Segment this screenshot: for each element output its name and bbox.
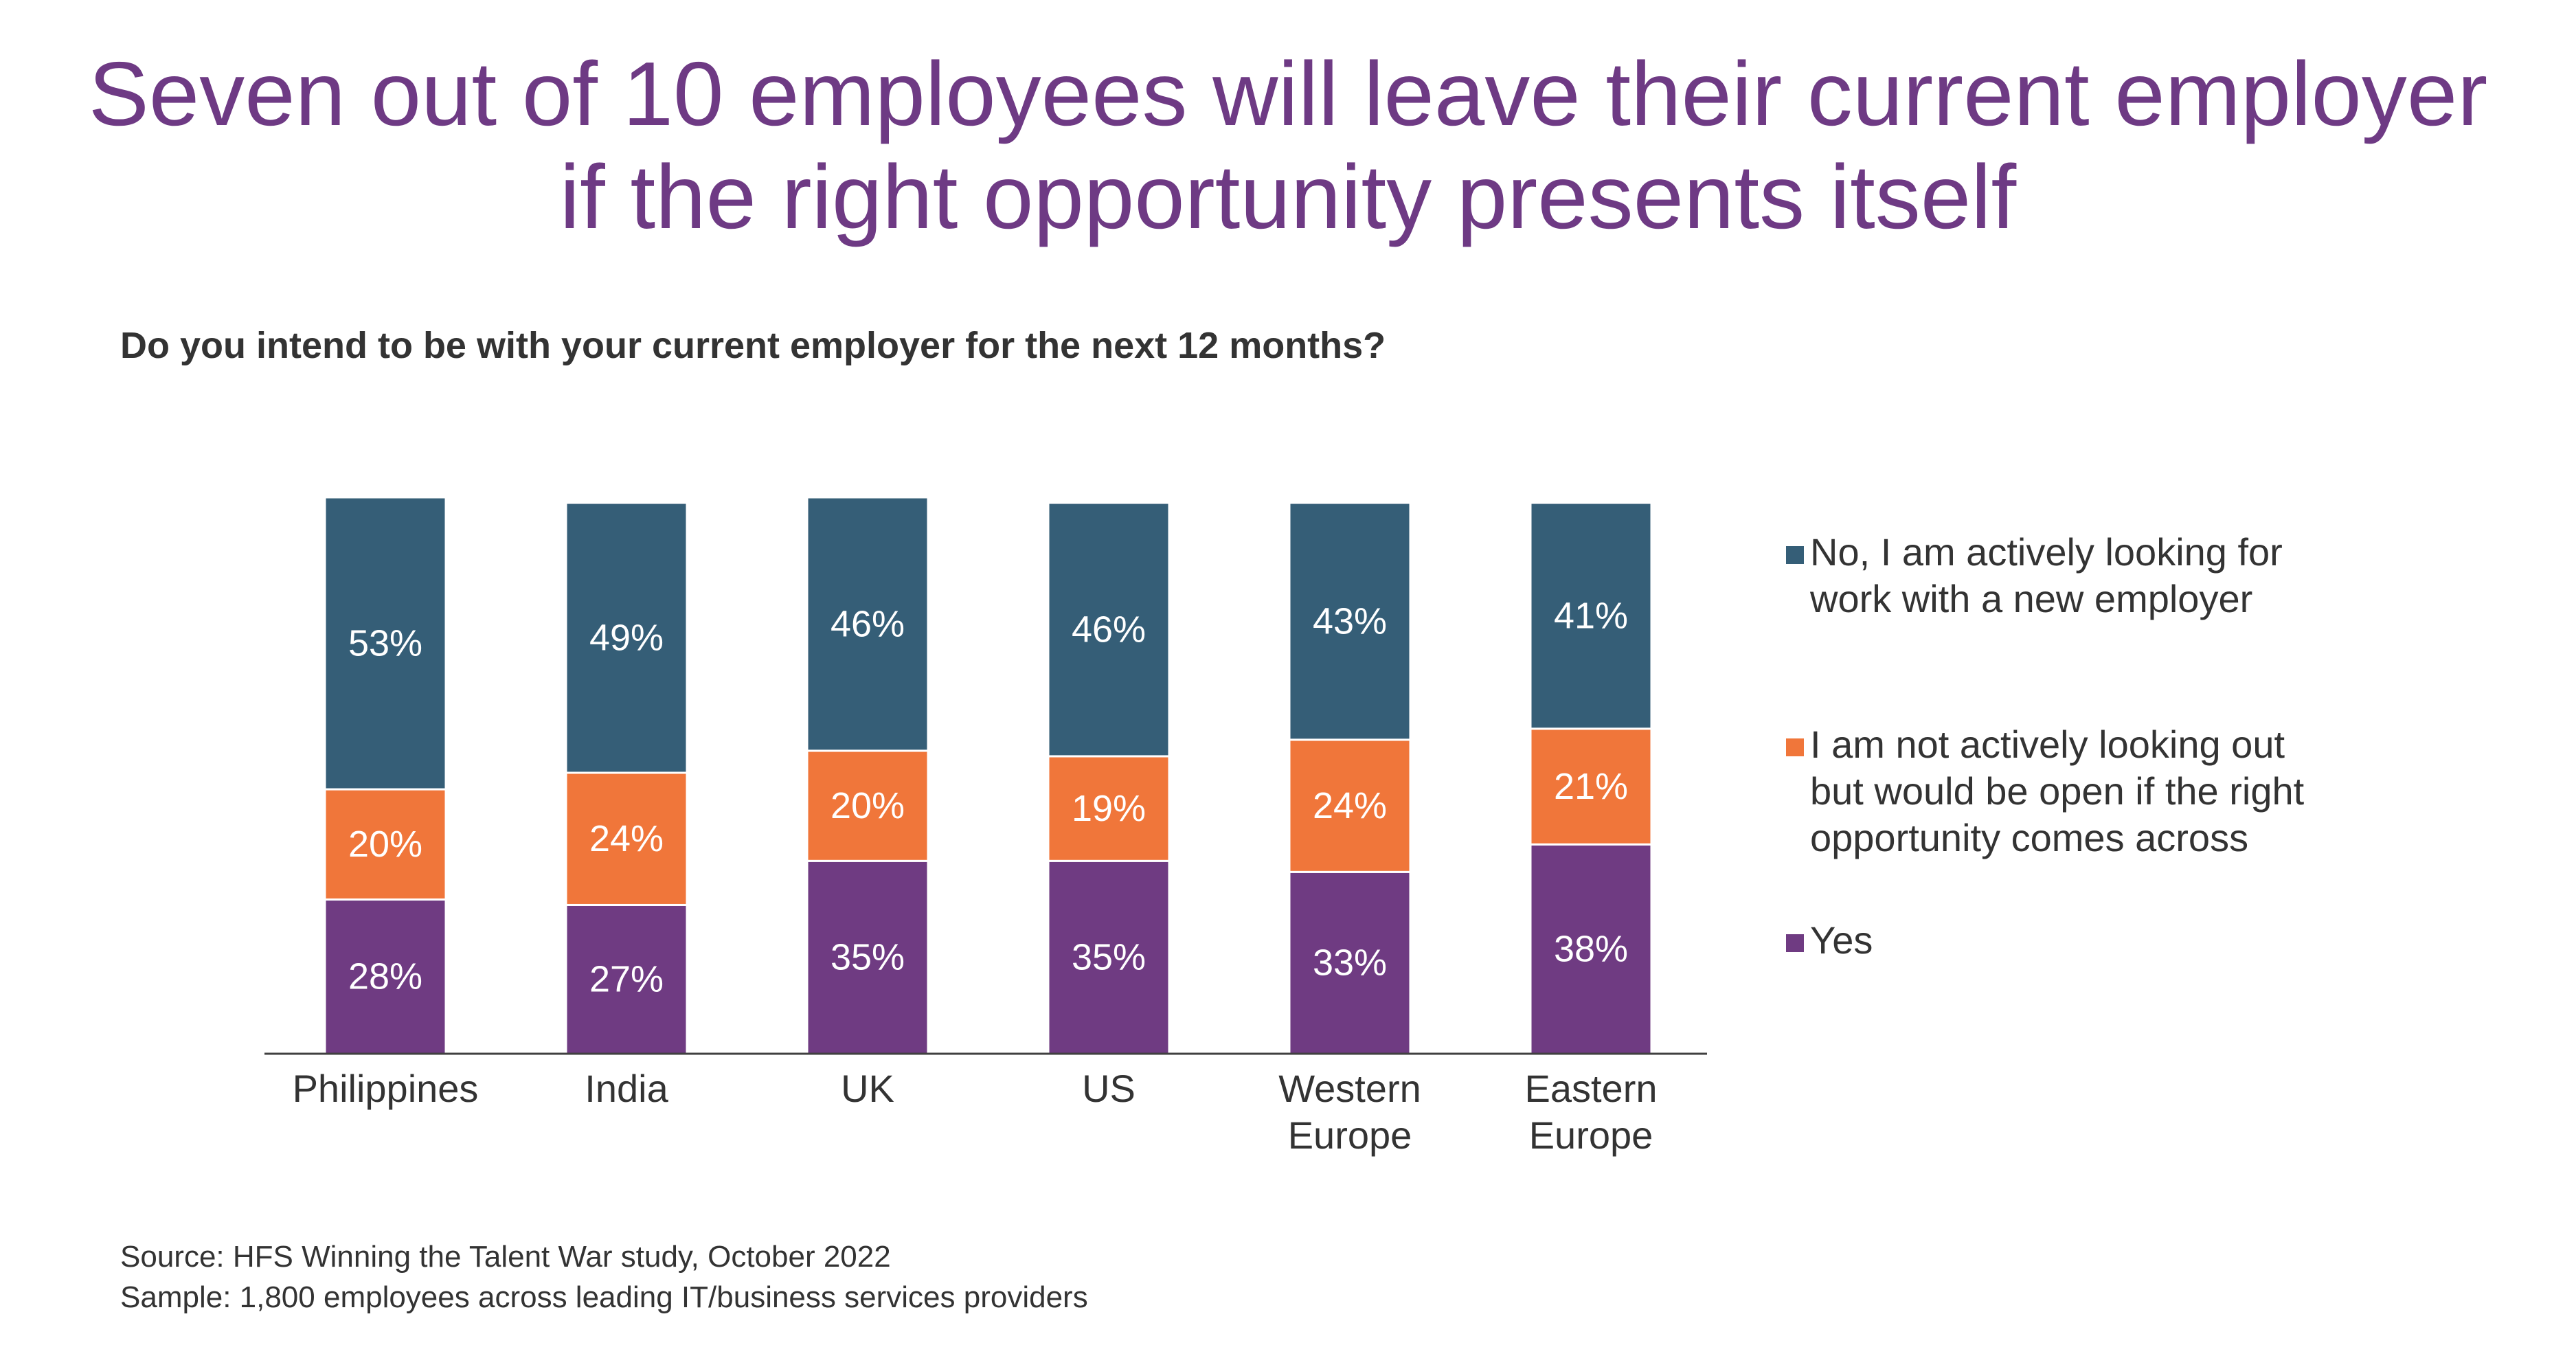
bar-open-1 — [565, 771, 688, 906]
x-tick-label-5-0: Eastern — [1525, 1067, 1658, 1110]
bar-yes-4 — [1288, 870, 1412, 1055]
data-label-looking-4: 43% — [1313, 600, 1387, 642]
x-tick-label-0-0: Philippines — [293, 1067, 479, 1110]
data-label-open-1: 24% — [589, 818, 664, 859]
bar-looking-4 — [1288, 501, 1412, 741]
legend-label-line-2-0: Yes — [1810, 918, 1873, 962]
chart-subtitle: Do you intend to be with your current em… — [120, 325, 1386, 366]
bar-open-0 — [324, 788, 447, 901]
legend-label-line-0-0: No, I am actively looking for — [1810, 530, 2283, 574]
chart-title: Seven out of 10 employees will leave the… — [0, 43, 2576, 249]
data-label-yes-3: 35% — [1072, 937, 1146, 978]
legend-label-1: I am not actively looking out but would b… — [1810, 721, 2428, 861]
legend-label-line-1-1: but would be open if the right — [1810, 769, 2305, 813]
data-label-looking-1: 49% — [589, 617, 664, 658]
chart-title-line-2: if the right opportunity presents itself — [559, 146, 2017, 247]
data-label-yes-5: 38% — [1554, 929, 1628, 970]
sample-note: Sample: 1,800 employees across leading I… — [120, 1280, 1088, 1314]
x-tick-label-2-0: UK — [841, 1067, 894, 1110]
data-label-yes-4: 33% — [1313, 942, 1387, 984]
bar-open-4 — [1288, 738, 1412, 873]
data-label-open-0: 20% — [348, 824, 422, 865]
legend-label-2: Yes — [1810, 917, 2428, 964]
bar-looking-5 — [1529, 501, 1653, 730]
bar-looking-1 — [565, 501, 688, 774]
data-label-open-5: 21% — [1554, 766, 1628, 807]
data-label-looking-2: 46% — [831, 603, 905, 644]
data-label-open-3: 19% — [1072, 788, 1146, 829]
data-label-yes-1: 27% — [589, 959, 664, 1000]
legend-swatch-2 — [1786, 934, 1804, 952]
data-label-looking-5: 41% — [1554, 595, 1628, 636]
bar-looking-2 — [806, 496, 929, 752]
x-tick-label-3-0: US — [1082, 1067, 1136, 1110]
bar-yes-3 — [1047, 859, 1171, 1055]
source-note: Source: HFS Winning the Talent War study… — [120, 1240, 891, 1274]
data-label-yes-0: 28% — [348, 956, 422, 997]
footnotes: Source: HFS Winning the Talent War study… — [120, 1236, 1088, 1318]
bar-looking-3 — [1047, 501, 1171, 758]
bar-open-5 — [1529, 727, 1653, 846]
data-label-open-2: 20% — [831, 785, 905, 826]
x-tick-label-5-1: Europe — [1529, 1114, 1653, 1157]
legend-label-0: No, I am actively looking for work with a… — [1810, 529, 2428, 622]
bar-yes-5 — [1529, 843, 1653, 1055]
data-label-looking-3: 46% — [1072, 609, 1146, 650]
bar-looking-0 — [324, 496, 447, 791]
data-label-yes-2: 35% — [831, 937, 905, 978]
bar-yes-0 — [324, 898, 447, 1055]
x-tick-label-1-0: India — [585, 1067, 668, 1110]
x-tick-label-4-1: Europe — [1288, 1114, 1412, 1157]
legend-swatch-1 — [1786, 738, 1804, 756]
legend-label-line-0-1: work with a new employer — [1810, 577, 2253, 620]
legend-swatch-0 — [1786, 546, 1804, 564]
x-tick-label-4-0: Western — [1278, 1067, 1421, 1110]
data-label-open-4: 24% — [1313, 785, 1387, 826]
legend-label-line-1-2: opportunity comes across — [1810, 816, 2249, 859]
chart-title-line-1: Seven out of 10 employees will leave the… — [88, 43, 2488, 144]
legend-label-line-1-0: I am not actively looking out — [1810, 723, 2285, 766]
bar-open-2 — [806, 749, 929, 862]
data-label-looking-0: 53% — [348, 623, 422, 664]
